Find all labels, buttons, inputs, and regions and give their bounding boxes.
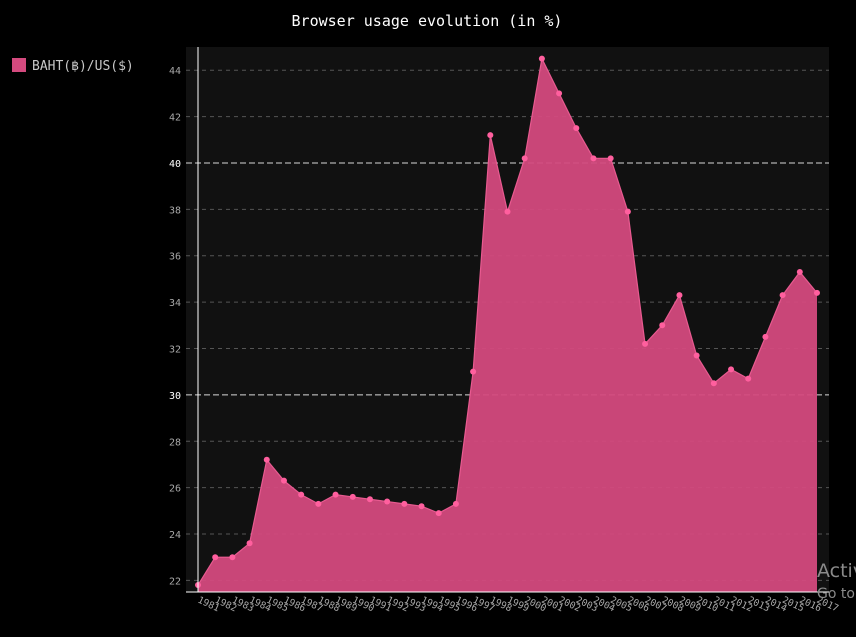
data-point-1986[interactable] [280, 477, 287, 484]
data-point-1996[interactable] [452, 500, 459, 507]
y-tick-label-40: 40 [169, 159, 181, 170]
data-point-1989[interactable] [332, 491, 339, 498]
data-point-1993[interactable] [401, 500, 408, 507]
data-point-1984[interactable] [246, 540, 253, 547]
data-point-1987[interactable] [298, 491, 305, 498]
data-point-1985[interactable] [263, 456, 270, 463]
data-point-1999[interactable] [504, 208, 511, 215]
legend-swatch [12, 58, 26, 72]
data-point-1983[interactable] [229, 554, 236, 561]
data-point-2001[interactable] [538, 55, 545, 62]
series-area [198, 58, 817, 592]
data-point-1990[interactable] [349, 493, 356, 500]
data-point-2012[interactable] [728, 366, 735, 373]
data-point-2010[interactable] [693, 352, 700, 359]
data-point-2015[interactable] [779, 292, 786, 299]
chart-title: Browser usage evolution (in %) [292, 12, 563, 30]
data-point-2016[interactable] [796, 268, 803, 275]
series-points-layer [195, 55, 820, 589]
data-point-1998[interactable] [487, 132, 494, 139]
data-point-2007[interactable] [642, 340, 649, 347]
y-tick-label-24: 24 [169, 530, 181, 541]
x-tick-labels: 1981198219831984198519861987198819891990… [196, 595, 840, 615]
data-point-2003[interactable] [573, 125, 580, 132]
y-tick-label-34: 34 [169, 298, 181, 309]
data-point-1997[interactable] [470, 368, 477, 375]
data-point-2002[interactable] [556, 90, 563, 97]
watermark-line-1: Activ [817, 560, 856, 582]
y-tick-label-32: 32 [169, 344, 181, 355]
data-point-2014[interactable] [762, 333, 769, 340]
data-point-2005[interactable] [607, 155, 614, 162]
data-point-2017[interactable] [814, 289, 820, 296]
y-tick-label-36: 36 [169, 252, 181, 263]
data-point-2013[interactable] [745, 375, 752, 382]
watermark-line-2: Go to [817, 586, 855, 602]
y-tick-label-26: 26 [169, 484, 181, 495]
data-point-1982[interactable] [212, 554, 219, 561]
data-point-2009[interactable] [676, 292, 683, 299]
data-point-1988[interactable] [315, 500, 322, 507]
data-point-2004[interactable] [590, 155, 597, 162]
y-tick-label-44: 44 [169, 66, 181, 77]
data-point-1992[interactable] [384, 498, 391, 505]
y-tick-label-38: 38 [169, 205, 181, 216]
data-point-1995[interactable] [435, 510, 442, 517]
data-point-2006[interactable] [624, 208, 631, 215]
data-point-1991[interactable] [366, 496, 373, 503]
y-tick-label-30: 30 [169, 391, 181, 402]
data-point-2011[interactable] [710, 380, 717, 387]
data-point-1994[interactable] [418, 503, 425, 510]
legend[interactable]: BAHT(฿)/US($) [12, 58, 134, 74]
y-tick-label-22: 22 [169, 576, 181, 587]
data-point-2008[interactable] [659, 322, 666, 329]
y-tick-labels: 22 24 26 28 30 32 34 36 38 40 42 44 [169, 66, 181, 587]
y-tick-label-42: 42 [169, 113, 181, 124]
data-point-2000[interactable] [521, 155, 528, 162]
legend-label: BAHT(฿)/US($) [32, 59, 134, 74]
y-tick-label-28: 28 [169, 437, 181, 448]
